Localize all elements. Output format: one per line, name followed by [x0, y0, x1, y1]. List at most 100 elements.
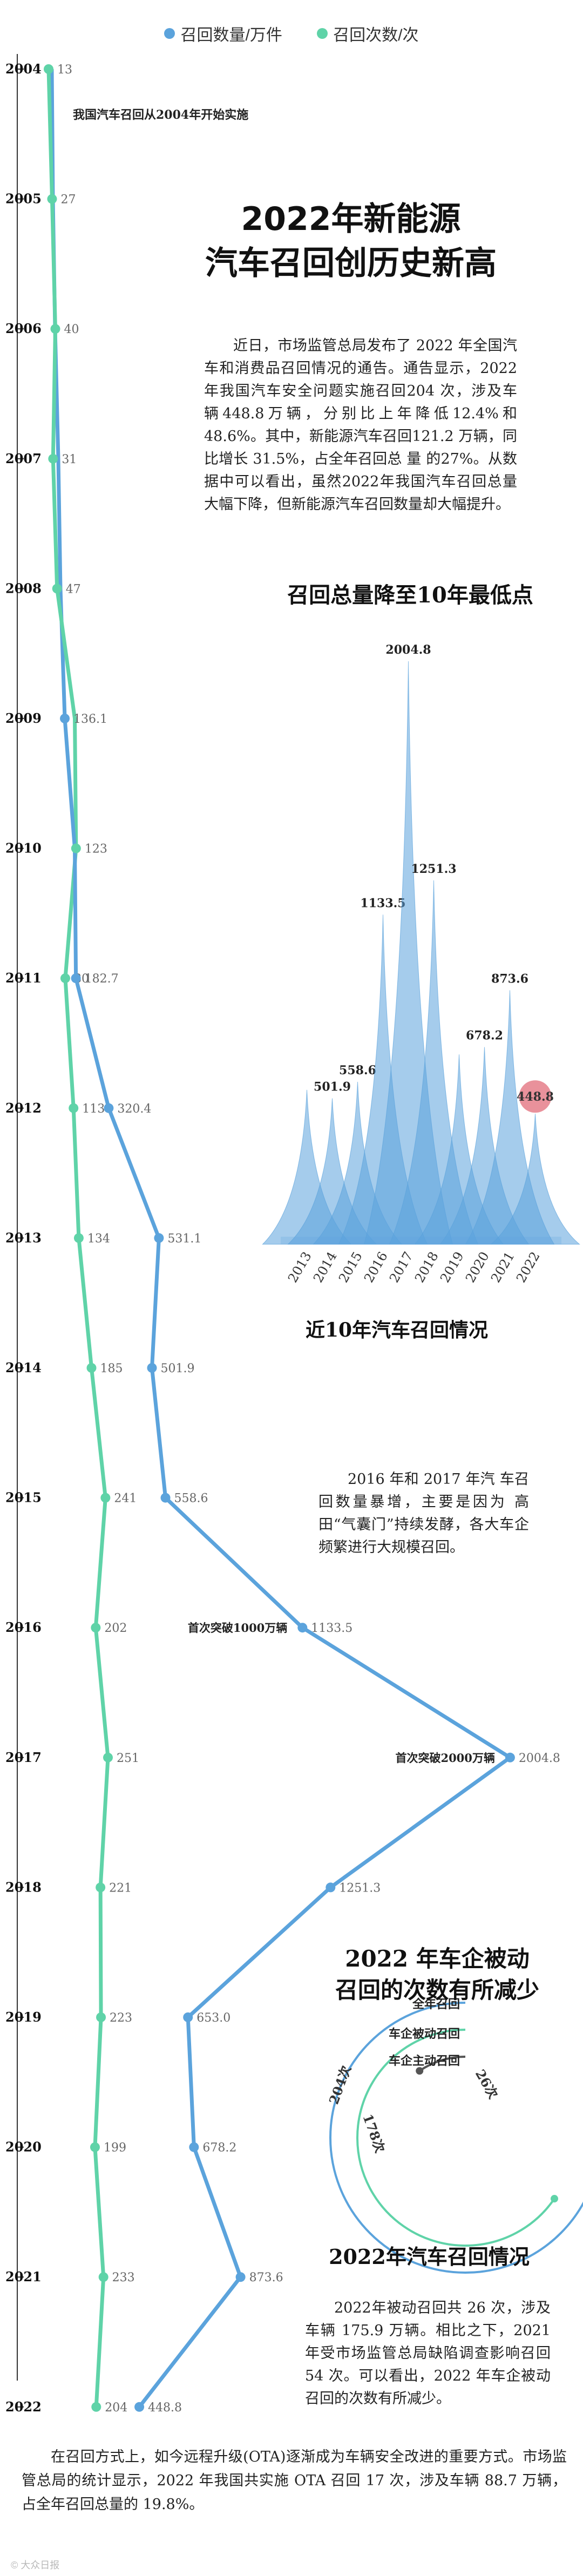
headline: 2022年新能源 汽车召回创历史新高 — [184, 197, 518, 286]
area-category-label-2015: 2015 — [336, 1249, 365, 1285]
area-category-label-2021: 2021 — [488, 1249, 518, 1285]
milestone-1000: 首次突破1000万辆 — [188, 1621, 287, 1635]
year-label-2011: 2011 — [5, 970, 42, 986]
watermark: © 大众日报 — [11, 2560, 60, 2571]
area-value-label-2021: 873.6 — [491, 972, 528, 986]
area-value-label-2014: 501.9 — [314, 1080, 351, 1094]
year-label-2016: 2016 — [5, 1619, 42, 1635]
volume-point-2016 — [297, 1623, 308, 1633]
section-heading-passive-line-1: 2022 年车企被动 — [345, 1945, 530, 1972]
legend-item-count: 召回次数/次 — [317, 22, 419, 45]
count-value-label-2010: 123 — [85, 843, 107, 856]
count-value-label-2004: 13 — [57, 63, 72, 77]
year-label-2022: 2022 — [5, 2399, 42, 2415]
year-label-2015: 2015 — [5, 1490, 42, 1506]
area-category-label-2013: 2013 — [285, 1249, 315, 1285]
year-label-2009: 2009 — [5, 710, 42, 726]
ring-passive — [419, 2056, 466, 2072]
year-label-2020: 2020 — [5, 2139, 42, 2155]
ring-passive-end — [416, 2067, 424, 2075]
volume-value-label-2009: 136.1 — [73, 713, 107, 726]
volume-point-2019 — [183, 2012, 193, 2022]
volume-value-label-2015: 558.6 — [174, 1492, 208, 1506]
area-peak-2022 — [490, 1114, 580, 1245]
legend-label-volume: 召回数量/万件 — [180, 26, 282, 44]
section-heading-lowest: 召回总量降至10年最低点 — [287, 582, 533, 608]
ring-total — [329, 2002, 583, 2274]
volume-point-2017 — [505, 1752, 515, 1762]
count-point-2006 — [50, 324, 60, 334]
paragraph-2022: 2022年被动召回共 26 次，涉及车辆 175.9 万辆。相比之下，2021年… — [305, 2300, 551, 2407]
area-value-label-2017: 2004.8 — [385, 643, 431, 657]
headline-line-2: 汽车召回创历史新高 — [205, 245, 497, 282]
volume-point-2015 — [160, 1493, 171, 1503]
volume-value-label-2014: 501.9 — [161, 1362, 195, 1375]
intro-paragraph: 近日，市场监管总局发布了 2022 年全国汽车和消费品召回情况的通告。通告显示，… — [204, 337, 517, 513]
count-point-2007 — [48, 453, 58, 464]
footer-paragraph: 在召回方式上，如今远程升级(OTA)逐渐成为车辆安全改进的重要方式。市场监管总局… — [22, 2449, 567, 2513]
count-point-2022 — [91, 2402, 101, 2412]
year-label-2014: 2014 — [5, 1360, 42, 1375]
volume-point-2020 — [189, 2142, 199, 2152]
chart-legend: 召回数量/万件 召回次数/次 — [0, 22, 583, 49]
count-point-2017 — [103, 1752, 113, 1762]
area-category-label-2016: 2016 — [361, 1249, 391, 1285]
volume-point-2011 — [71, 973, 81, 984]
count-point-2018 — [96, 1882, 106, 1893]
year-label-2021: 2021 — [5, 2269, 42, 2284]
volume-value-label-2017: 2004.8 — [519, 1752, 560, 1765]
year-label-2007: 2007 — [5, 451, 42, 466]
area-value-label-2015: 558.6 — [339, 1063, 376, 1077]
legend-marker-count — [317, 28, 328, 39]
count-point-2011 — [60, 973, 70, 984]
count-value-label-2019: 223 — [110, 2011, 132, 2025]
area-category-label-2017: 2017 — [387, 1249, 416, 1285]
volume-value-label-2016: 1133.5 — [311, 1622, 352, 1635]
count-value-label-2016: 202 — [104, 1622, 127, 1635]
year-label-2013: 2013 — [5, 1230, 42, 1245]
ring-active-end — [550, 2195, 558, 2203]
area-value-label-2020: 678.2 — [466, 1029, 503, 1043]
count-point-2010 — [71, 843, 81, 853]
count-value-label-2021: 233 — [112, 2271, 135, 2284]
volume-value-label-2021: 873.6 — [249, 2271, 283, 2284]
count-value-label-2013: 134 — [87, 1232, 110, 1245]
radial-value-passive: 26次 — [472, 2067, 501, 2102]
area-category-label-2020: 2020 — [463, 1249, 492, 1285]
volume-value-label-2022: 448.8 — [148, 2401, 182, 2415]
count-point-2012 — [69, 1103, 79, 1113]
count-value-label-2007: 31 — [62, 453, 77, 466]
count-value-label-2017: 251 — [117, 1752, 139, 1765]
legend-item-volume: 召回数量/万件 — [164, 22, 282, 45]
year-label-2019: 2019 — [5, 2009, 42, 2025]
count-point-2019 — [96, 2012, 106, 2022]
count-point-2021 — [98, 2272, 109, 2282]
count-point-2008 — [52, 584, 62, 594]
legend-marker-volume — [164, 28, 175, 39]
volume-point-2009 — [60, 714, 70, 723]
count-value-label-2014: 185 — [100, 1362, 123, 1375]
count-point-2014 — [86, 1363, 97, 1373]
volume-value-label-2012: 320.4 — [117, 1102, 151, 1116]
count-value-label-2018: 221 — [109, 1881, 132, 1895]
area-category-label-2019: 2019 — [437, 1249, 467, 1285]
area-category-label-2022: 2022 — [513, 1249, 543, 1285]
area-value-label-2022: 448.8 — [517, 1090, 554, 1104]
year-label-2006: 2006 — [5, 321, 42, 336]
count-value-label-2005: 27 — [60, 193, 76, 207]
year-label-2018: 2018 — [5, 1879, 42, 1895]
volume-value-label-2013: 531.1 — [167, 1232, 201, 1245]
volume-point-2018 — [326, 1882, 336, 1893]
count-value-label-2020: 199 — [104, 2141, 126, 2155]
count-value-label-2015: 241 — [114, 1492, 137, 1506]
headline-line-1: 2022年新能源 — [241, 200, 461, 238]
count-point-2005 — [47, 194, 57, 204]
year-label-2012: 2012 — [5, 1100, 42, 1116]
start-note: 我国汽车召回从2004年开始实施 — [73, 108, 248, 122]
count-point-2015 — [100, 1493, 111, 1503]
volume-value-label-2019: 653.0 — [196, 2011, 231, 2025]
volume-series-line — [63, 718, 512, 2408]
count-point-2016 — [91, 1623, 101, 1633]
count-point-2013 — [73, 1233, 84, 1243]
year-label-2010: 2010 — [5, 840, 42, 856]
